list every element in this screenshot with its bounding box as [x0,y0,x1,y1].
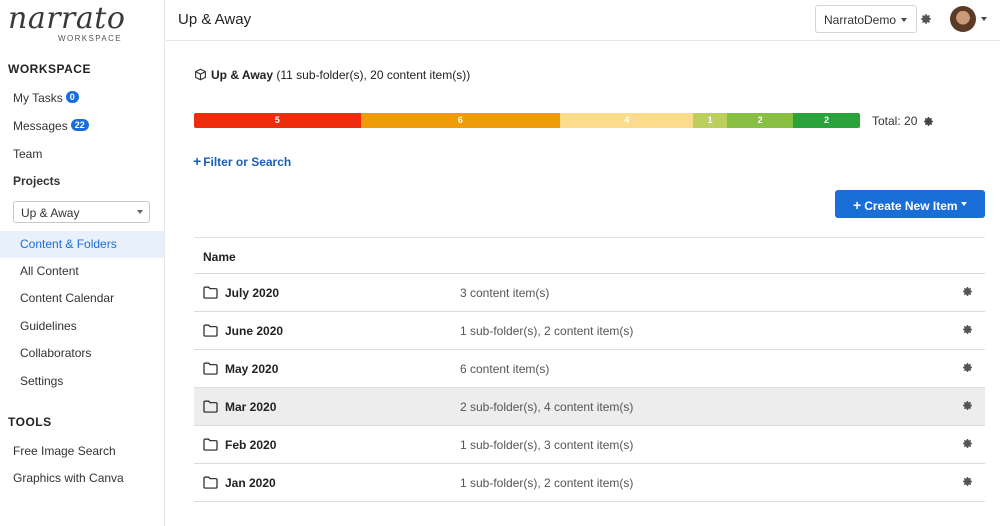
folder-count-cell: 1 sub-folder(s), 2 content item(s) [460,476,634,490]
account-dropdown[interactable]: NarratoDemo [815,5,917,33]
logo-subtitle: WORKSPACE [58,34,123,43]
plus-icon: + [193,153,202,169]
table-header: Name [194,237,985,274]
sidebar-item-my-tasks[interactable]: My Tasks 0 [13,91,79,105]
sidebar-item-collaborators[interactable]: Collaborators [20,346,92,360]
status-segment[interactable]: 6 [360,113,561,128]
status-segment[interactable]: 1 [693,113,727,128]
table-row[interactable]: May 2020 6 content item(s) [194,350,985,388]
folder-name-cell[interactable]: June 2020 [225,324,284,338]
folder-name: Up & Away [211,68,274,82]
gear-icon [923,117,933,126]
folder-name-cell[interactable]: Feb 2020 [225,438,277,452]
gear-icon[interactable] [962,438,973,452]
project-select-value: Up & Away [21,206,80,220]
status-segment[interactable]: 4 [560,113,694,128]
folder-name-cell[interactable]: May 2020 [225,362,279,376]
folder-icon [203,476,218,492]
my-tasks-badge: 0 [65,91,79,103]
chevron-down-icon [137,210,143,214]
table-row[interactable]: July 2020 3 content item(s) [194,274,985,312]
column-header-name: Name [203,250,236,264]
table-row[interactable]: Feb 2020 1 sub-folder(s), 3 content item(… [194,426,985,464]
status-segment[interactable]: 5 [194,113,361,128]
create-new-item-button[interactable]: + Create New Item [835,190,985,218]
sidebar-item-all-content[interactable]: All Content [20,264,79,278]
gear-icon[interactable] [962,324,973,338]
avatar[interactable] [950,6,976,32]
sidebar-item-graphics-canva[interactable]: Graphics with Canva [13,471,124,485]
folder-icon [203,286,218,302]
project-select[interactable]: Up & Away [13,201,150,223]
folder-count-cell: 1 sub-folder(s), 3 content item(s) [460,438,634,452]
messages-badge: 22 [70,119,89,131]
folder-count-cell: 2 sub-folder(s), 4 content item(s) [460,400,634,414]
total-label: Total: 20 [872,114,918,128]
my-tasks-label: My Tasks [13,91,63,105]
sidebar-item-projects[interactable]: Projects [13,174,61,188]
sidebar: narrato WORKSPACE WORKSPACE My Tasks 0 Me… [0,0,165,526]
chevron-down-icon [961,202,967,206]
cube-icon [194,68,207,84]
total-count: Total: 20 [872,114,934,128]
folder-summary: (11 sub-folder(s), 20 content item(s)) [276,68,471,82]
gear-icon[interactable] [962,476,973,490]
table-row[interactable]: Jan 2020 1 sub-folder(s), 2 content item(… [194,464,985,502]
folder-count-cell: 1 sub-folder(s), 2 content item(s) [460,324,634,338]
sidebar-item-guidelines[interactable]: Guidelines [20,319,77,333]
status-segment[interactable]: 2 [726,113,794,128]
sidebar-item-settings[interactable]: Settings [20,374,64,388]
folder-heading: Up & Away (11 sub-folder(s), 20 content … [194,68,470,84]
folder-count-cell: 3 content item(s) [460,286,550,300]
gear-icon[interactable] [962,286,973,300]
chevron-down-icon [901,18,907,22]
gear-icon[interactable] [962,400,973,414]
create-label: Create New Item [864,199,958,213]
gear-icon[interactable] [920,13,932,28]
sidebar-item-content-calendar[interactable]: Content Calendar [20,291,115,305]
filter-label: Filter or Search [203,155,292,169]
sidebar-item-messages[interactable]: Messages 22 [13,119,89,133]
folder-name-cell[interactable]: Mar 2020 [225,400,277,414]
folder-icon [203,324,218,340]
messages-label: Messages [13,119,68,133]
top-header: Up & Away NarratoDemo [166,0,1000,41]
workspace-section-title: WORKSPACE [8,62,91,76]
status-segment[interactable]: 2 [793,113,860,128]
sidebar-item-free-image-search[interactable]: Free Image Search [13,444,116,458]
filter-search-link[interactable]: + Filter or Search [193,153,291,169]
folder-name-cell[interactable]: July 2020 [225,286,280,300]
table-row[interactable]: Mar 2020 2 sub-folder(s), 4 content item(… [194,388,985,426]
folder-icon [203,400,218,416]
gear-icon[interactable] [962,362,973,376]
logo-name: narrato [8,1,126,36]
plus-icon: + [853,197,862,213]
folders-table: Name July 2020 3 content item(s) June 2020… [194,237,985,502]
sidebar-item-team[interactable]: Team [13,147,43,161]
folder-icon [203,438,218,454]
table-row[interactable]: June 2020 1 sub-folder(s), 2 content item… [194,312,985,350]
sidebar-item-content-folders[interactable]: Content & Folders [0,231,164,258]
narrato-logo[interactable]: narrato WORKSPACE [8,4,125,44]
chevron-down-icon[interactable] [981,17,987,21]
folder-name-cell[interactable]: Jan 2020 [225,476,276,490]
account-name: NarratoDemo [824,13,897,27]
folder-icon [203,362,218,378]
tools-section-title: TOOLS [8,415,52,429]
page-title: Up & Away [178,11,252,28]
folder-count-cell: 6 content item(s) [460,362,550,376]
